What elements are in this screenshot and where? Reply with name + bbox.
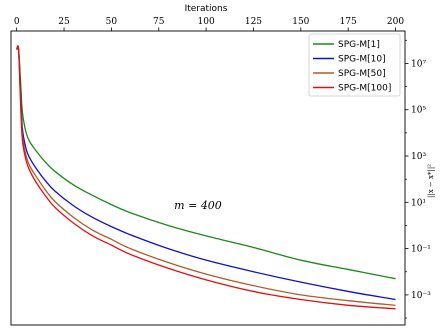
legend-label: SPG-M[1] xyxy=(338,40,380,50)
x-tick-label: 150 xyxy=(292,17,309,27)
y-tick-label: 10⁻¹ xyxy=(411,245,431,255)
legend-label: SPG-M[100] xyxy=(338,84,391,94)
legend-box xyxy=(308,33,401,97)
x-tick-label: 25 xyxy=(58,17,70,27)
y-tick-label: 10⁵ xyxy=(411,106,426,116)
series-line-4 xyxy=(16,45,396,310)
y-axis-title: ||x − x*||² xyxy=(427,164,435,198)
annotation-m: m = 400 xyxy=(174,199,222,212)
x-tick-label: 100 xyxy=(198,17,215,27)
x-tick-label: 175 xyxy=(340,17,357,27)
legend: SPG-M[1] SPG-M[10] SPG-M[50] SPG-M[100] xyxy=(308,33,401,97)
series-line-1 xyxy=(16,46,396,280)
y-tick-label: 10¹ xyxy=(411,198,426,208)
y-tick-label: 10³ xyxy=(411,152,426,162)
y-ticks: 10⁷ 10⁵ 10³ 10¹ 10⁻¹ 10⁻³ xyxy=(405,39,431,319)
x-tick-label: 0 xyxy=(14,17,20,27)
legend-label: SPG-M[10] xyxy=(338,55,386,65)
x-tick-label: 200 xyxy=(387,17,404,27)
x-axis-title: Iterations xyxy=(185,4,228,14)
x-tick-label: 75 xyxy=(153,17,165,27)
y-tick-label: 10⁷ xyxy=(411,59,426,69)
x-tick-label: 50 xyxy=(106,17,118,27)
series-lines xyxy=(16,45,396,310)
x-ticks: 0 25 50 75 100 125 150 175 200 xyxy=(14,17,404,31)
plot-frame xyxy=(10,30,406,326)
y-tick-label: 10⁻³ xyxy=(411,291,431,301)
legend-label: SPG-M[50] xyxy=(338,69,386,79)
x-tick-label: 125 xyxy=(245,17,262,27)
